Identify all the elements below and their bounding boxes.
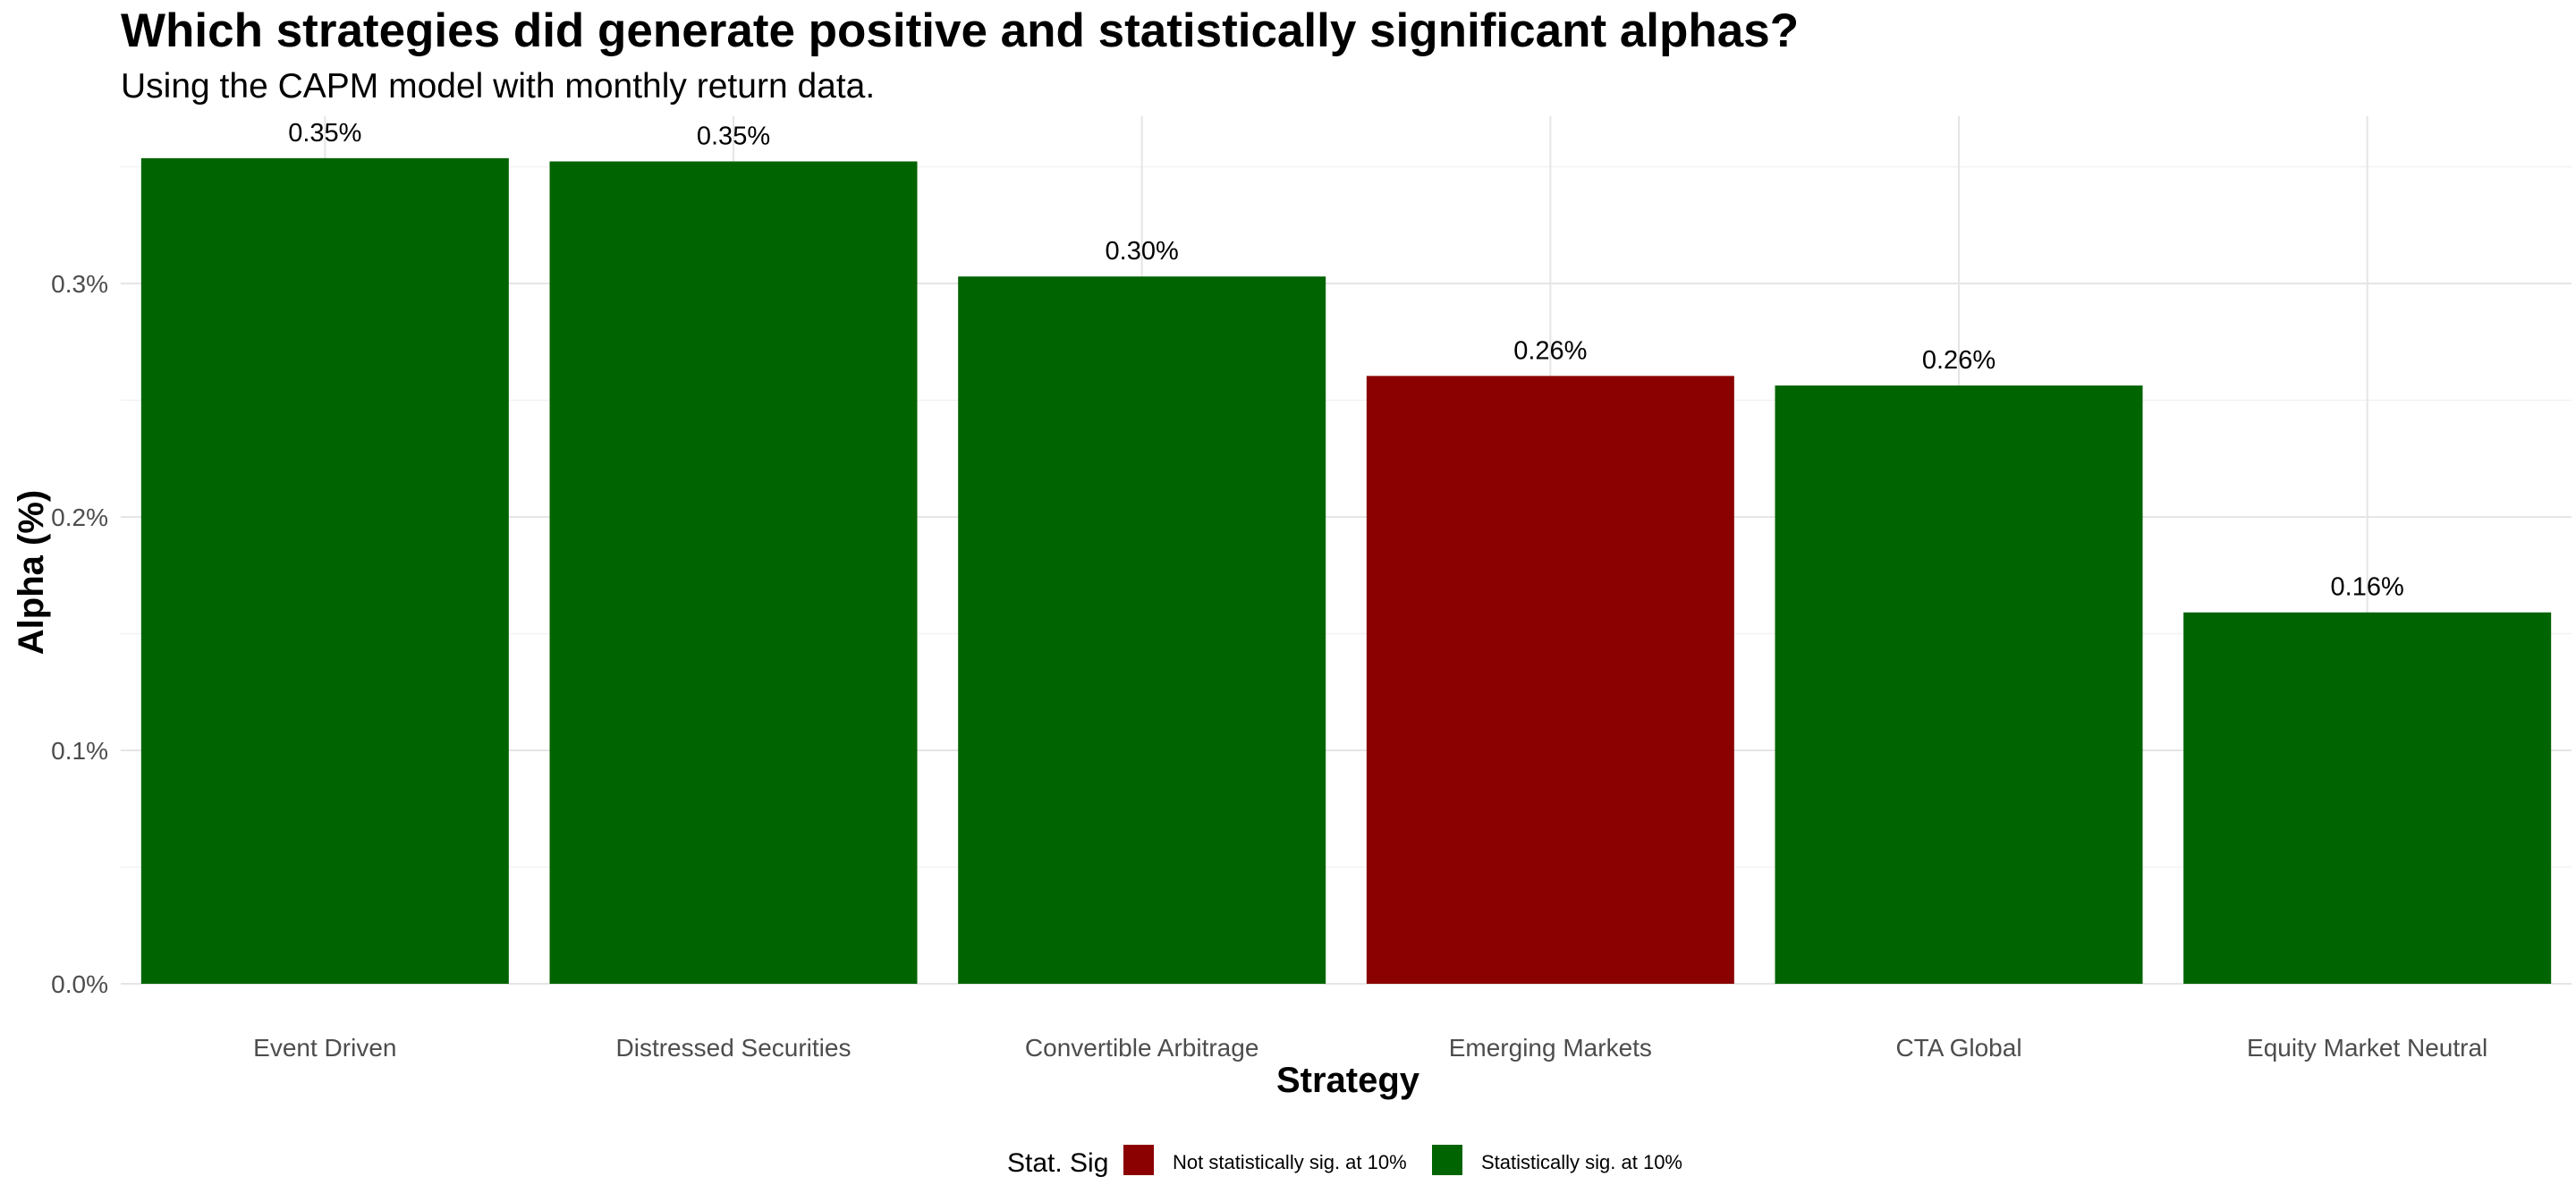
- y-tick-label: 0.1%: [51, 737, 108, 765]
- chart-subtitle: Using the CAPM model with monthly return…: [121, 67, 875, 106]
- legend-label-not-significant: Not statistically sig. at 10%: [1173, 1151, 1407, 1173]
- x-tick-label-convertible-arbitrage: Convertible Arbitrage: [1025, 1034, 1258, 1062]
- legend-swatch-not-significant: [1123, 1145, 1154, 1175]
- data-label-event-driven: 0.35%: [288, 119, 361, 148]
- x-axis-title: Strategy: [1276, 1061, 1420, 1100]
- x-axis-ticks: Event Driven Distressed Securities Convert…: [253, 1034, 2487, 1062]
- x-tick-label-event-driven: Event Driven: [253, 1034, 396, 1062]
- bar-convertible-arbitrage: [958, 276, 1326, 984]
- legend: Stat. Sig Not statistically sig. at 10% …: [1007, 1145, 1682, 1178]
- y-tick-label: 0.2%: [51, 504, 108, 531]
- data-label-equity-market-neutral: 0.16%: [2331, 573, 2404, 602]
- chart-title: Which strategies did generate positive a…: [121, 4, 1799, 57]
- legend-label-significant: Statistically sig. at 10%: [1481, 1151, 1682, 1173]
- y-tick-label: 0.3%: [51, 270, 108, 298]
- y-axis-ticks: 0.0% 0.1% 0.2% 0.3%: [51, 270, 108, 998]
- data-label-cta-global: 0.26%: [1922, 346, 1996, 375]
- bar-cta-global: [1775, 385, 2143, 984]
- x-tick-label-distressed-securities: Distressed Securities: [616, 1034, 852, 1062]
- data-label-emerging-markets: 0.26%: [1513, 336, 1587, 365]
- data-label-convertible-arbitrage: 0.30%: [1106, 237, 1179, 266]
- bars: [140, 157, 2552, 985]
- legend-title: Stat. Sig: [1007, 1148, 1108, 1178]
- bar-distressed-securities: [549, 161, 918, 984]
- bar-equity-market-neutral: [2183, 612, 2552, 984]
- x-tick-label-cta-global: CTA Global: [1895, 1034, 2021, 1062]
- data-label-distressed-securities: 0.35%: [697, 122, 770, 150]
- legend-swatch-significant: [1432, 1145, 1462, 1175]
- bar-emerging-markets: [1366, 376, 1734, 985]
- y-tick-label: 0.0%: [51, 970, 108, 998]
- bar-event-driven: [140, 157, 509, 984]
- x-tick-label-emerging-markets: Emerging Markets: [1449, 1034, 1652, 1062]
- x-tick-label-equity-market-neutral: Equity Market Neutral: [2247, 1034, 2487, 1062]
- data-labels: 0.35% 0.35% 0.30% 0.26% 0.26% 0.16%: [288, 119, 2404, 602]
- y-axis-title: Alpha (%): [12, 490, 51, 655]
